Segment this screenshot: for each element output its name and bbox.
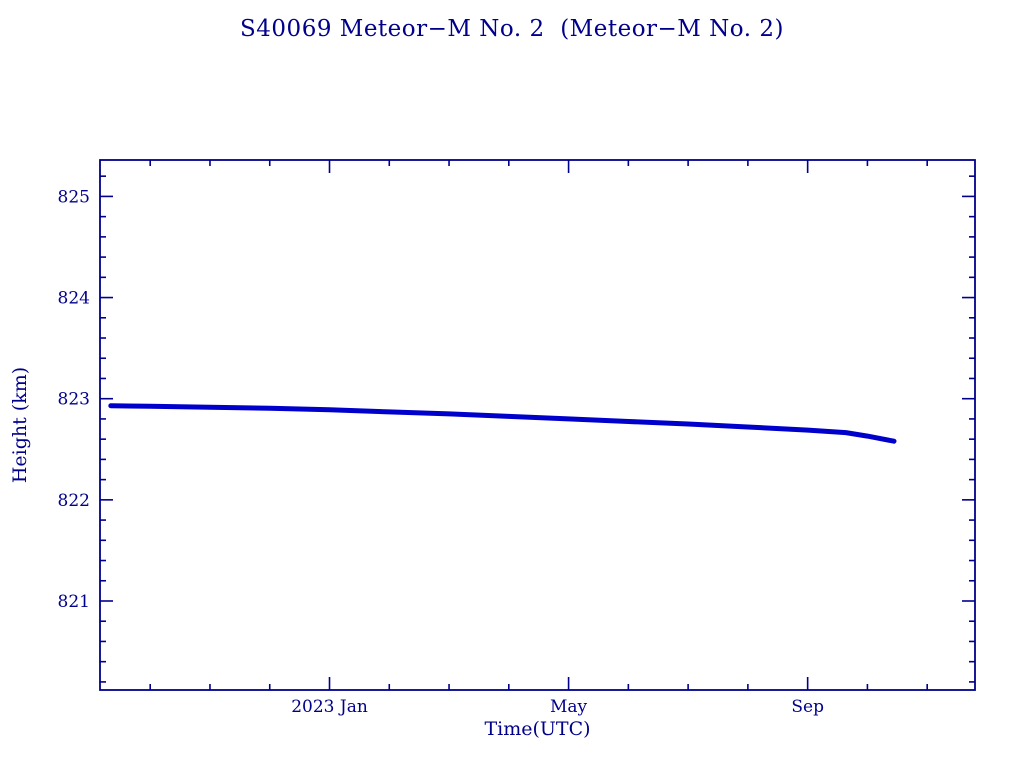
y-tick-label: 823 [58, 390, 90, 410]
plot-border [99, 159, 976, 691]
height-line [108, 403, 897, 444]
y-tick-label: 822 [58, 491, 90, 511]
y-tick-label: 824 [58, 289, 90, 309]
chart-title: S40069 Meteor−M No. 2 (Meteor−M No. 2) [240, 16, 784, 42]
x-tick-label: 2023 Jan [291, 697, 368, 717]
x-axis-label: Time(UTC) [484, 718, 591, 740]
y-tick-label: 825 [58, 187, 90, 207]
x-tick-label: Sep [791, 697, 824, 717]
x-tick-label: May [550, 697, 588, 717]
y-tick-label: 821 [58, 592, 90, 612]
